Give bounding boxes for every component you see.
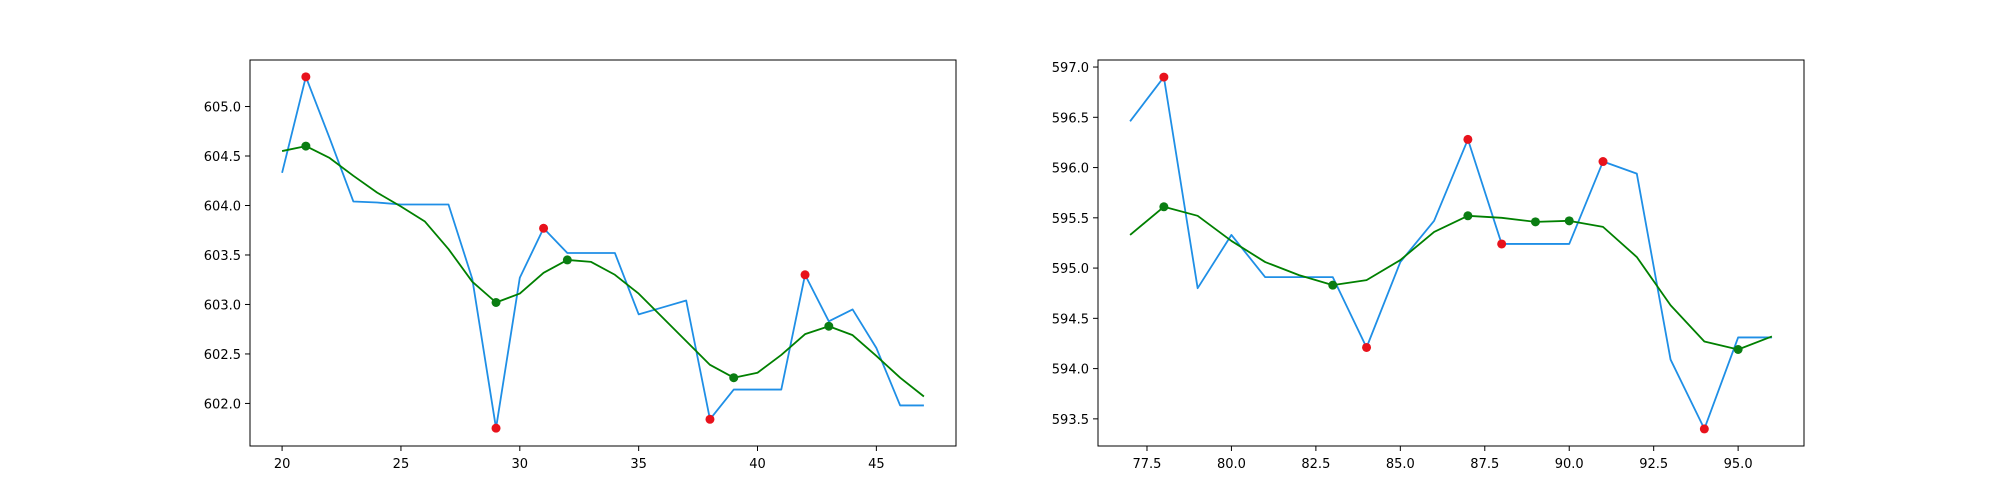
y-tick-label: 596.0 bbox=[1052, 162, 1089, 177]
series-line-2 bbox=[281, 145, 925, 398]
x-tick-label: 92.5 bbox=[1639, 457, 1668, 472]
scatter-point bbox=[491, 297, 501, 307]
x-tick-label: 90.0 bbox=[1555, 457, 1584, 472]
chart-panel-2: 77.5 80.0 82.5 85.0 87.5 90.0 92.5 95.0 593.5 594… bbox=[1052, 59, 1805, 472]
y-tick-label: 593.5 bbox=[1052, 413, 1089, 428]
scatter-point bbox=[1733, 345, 1743, 354]
scatter-point bbox=[1463, 134, 1473, 144]
y-tick-label: 603.5 bbox=[204, 249, 241, 264]
series-line-1 bbox=[1129, 76, 1772, 430]
y-tick-label: 604.0 bbox=[204, 199, 241, 214]
scatter-point bbox=[1463, 211, 1473, 221]
scatter-point bbox=[1159, 72, 1169, 82]
scatter-point bbox=[539, 223, 549, 233]
scatter-point bbox=[1598, 157, 1608, 167]
x-tick-label: 45 bbox=[868, 457, 885, 472]
x-tick-label: 95.0 bbox=[1724, 457, 1753, 472]
x-tick-label: 80.0 bbox=[1217, 457, 1246, 472]
y-tick-label: 597.0 bbox=[1052, 61, 1089, 76]
x-tick-label: 30 bbox=[512, 457, 529, 472]
scatter-point bbox=[301, 72, 311, 82]
x-tick-label: 20 bbox=[274, 457, 291, 472]
scatter-point bbox=[1159, 202, 1169, 212]
series-line-2 bbox=[1129, 205, 1773, 351]
scatter-point bbox=[1530, 217, 1540, 227]
scatter-point bbox=[491, 423, 501, 433]
scatter-point bbox=[1497, 239, 1507, 249]
y-tick-label: 603.0 bbox=[204, 298, 241, 313]
scatter-point bbox=[705, 414, 715, 424]
scatter-point bbox=[1362, 342, 1372, 352]
x-tick-label: 25 bbox=[393, 457, 410, 472]
scatter-point bbox=[1699, 424, 1709, 434]
y-tick-label: 595.5 bbox=[1052, 212, 1089, 227]
x-tick-label: 82.5 bbox=[1301, 457, 1330, 472]
y-tick-label: 602.0 bbox=[204, 397, 241, 412]
scatter-point bbox=[562, 255, 572, 265]
y-tick-label: 596.5 bbox=[1052, 111, 1089, 126]
scatter-point bbox=[800, 270, 810, 280]
y-tick-label: 595.0 bbox=[1052, 262, 1089, 277]
scatter-point bbox=[301, 141, 311, 151]
y-tick-label: 602.5 bbox=[204, 348, 241, 363]
y-tick-label: 605.0 bbox=[204, 101, 241, 116]
y-tick-label: 604.5 bbox=[204, 150, 241, 165]
x-tick-label: 35 bbox=[630, 457, 647, 472]
x-tick-label: 87.5 bbox=[1470, 457, 1499, 472]
y-tick-label: 594.5 bbox=[1052, 312, 1089, 327]
axes-frame bbox=[249, 59, 957, 447]
chart-panel-1: 20 25 30 35 40 45 602.0 602.5 603.0 603.5 604.0 604… bbox=[204, 59, 957, 472]
series-line-1 bbox=[281, 75, 924, 430]
scatter-point bbox=[1328, 280, 1338, 290]
x-tick-label: 85.0 bbox=[1386, 457, 1415, 472]
scatter-point bbox=[729, 373, 739, 383]
x-tick-label: 40 bbox=[749, 457, 766, 472]
scatter-point bbox=[824, 321, 834, 331]
axes-frame bbox=[1097, 59, 1805, 447]
scatter-point bbox=[1564, 216, 1574, 226]
x-tick-label: 77.5 bbox=[1133, 457, 1162, 472]
y-tick-label: 594.0 bbox=[1052, 363, 1089, 378]
